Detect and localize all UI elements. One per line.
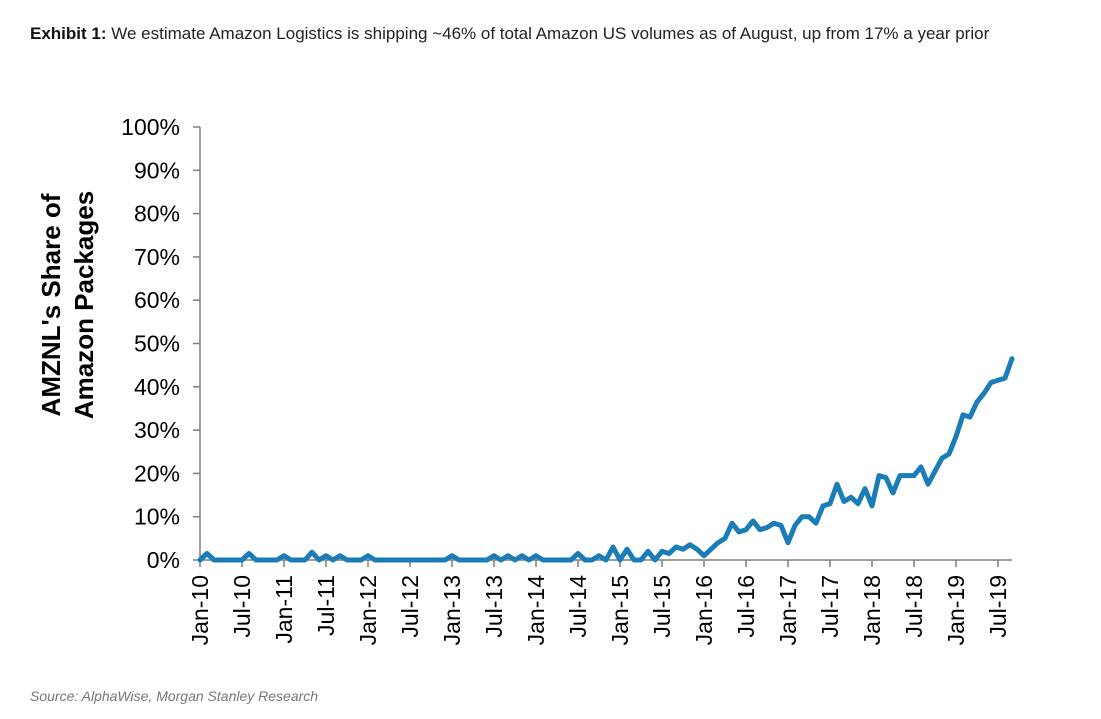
x-tick-label: Jul-15 (649, 575, 675, 638)
x-tick-label: Jul-10 (229, 575, 255, 638)
source-note: Source: AlphaWise, Morgan Stanley Resear… (30, 688, 319, 704)
x-tick-label: Jan-11 (271, 575, 297, 644)
series-group (197, 356, 1015, 563)
x-tick-label: Jan-18 (859, 575, 885, 645)
y-tick-label: 20% (134, 460, 180, 486)
x-tick-label: Jan-13 (439, 575, 465, 645)
y-tick-label: 50% (134, 331, 180, 357)
x-tick-label: Jan-14 (523, 575, 549, 646)
x-axis-ticks: Jan-10 Jul-10 Jan-11 Jul-11 Jan-12 Jul-12 Jan-… (187, 560, 1011, 645)
y-tick-label: 10% (134, 504, 180, 530)
x-tick-label: Jul-19 (985, 575, 1011, 638)
y-axis-title-line: Amazon Packages (69, 191, 99, 419)
x-tick-label: Jul-14 (565, 575, 591, 638)
exhibit-label: Exhibit 1: (30, 24, 107, 43)
x-tick-label: Jan-15 (607, 575, 633, 645)
y-axis-ticks: 0% 10% 20% 30% 40% 50% 60% 70% 80% 90% 100% (121, 114, 200, 573)
exhibit-title: Exhibit 1: We estimate Amazon Logistics … (30, 20, 1070, 47)
y-axis-label: AMZNL's Share of Amazon Packages (36, 191, 99, 419)
y-axis-title-line: AMZNL's Share of (36, 193, 66, 416)
x-tick-label: Jan-19 (943, 575, 969, 645)
exhibit-title-text: We estimate Amazon Logistics is shipping… (111, 24, 990, 43)
x-tick-label: Jul-18 (901, 575, 927, 638)
y-tick-label: 90% (134, 157, 180, 183)
x-tick-label: Jul-17 (817, 575, 843, 638)
series-line (197, 356, 1015, 563)
y-tick-label: 30% (134, 417, 180, 443)
x-tick-label: Jan-12 (355, 575, 381, 645)
y-tick-label: 80% (134, 201, 180, 227)
x-tick-label: Jul-13 (481, 575, 507, 638)
x-tick-label: Jul-16 (733, 575, 759, 638)
x-tick-label: Jan-16 (691, 575, 717, 645)
x-tick-label: Jan-17 (775, 575, 801, 645)
y-tick-label: 0% (147, 547, 180, 573)
x-tick-label: Jul-11 (313, 575, 339, 636)
x-tick-label: Jul-12 (397, 575, 423, 638)
y-tick-label: 70% (134, 244, 180, 270)
y-tick-label: 100% (121, 114, 180, 140)
x-tick-label: Jan-10 (187, 575, 213, 645)
y-tick-label: 60% (134, 287, 180, 313)
y-tick-label: 40% (134, 374, 180, 400)
